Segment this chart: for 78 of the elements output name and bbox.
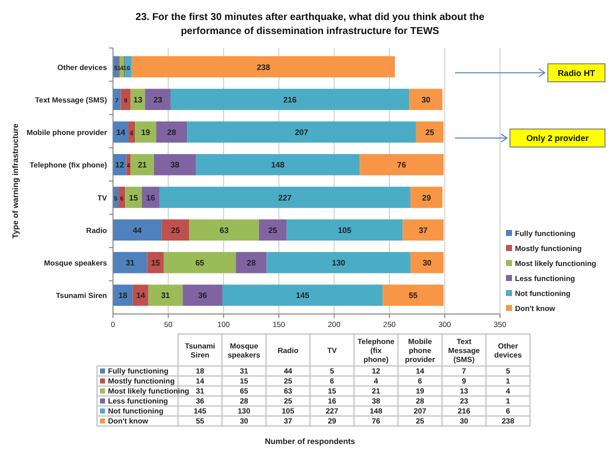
data-label: 15 xyxy=(151,258,161,268)
data-label: 14 xyxy=(116,128,126,138)
data-label: 105 xyxy=(338,226,352,235)
data-label: 38 xyxy=(170,160,180,170)
text: Radio HT xyxy=(558,68,596,78)
data-label: 30 xyxy=(421,95,431,104)
data-label: 31 xyxy=(126,258,136,268)
data-label: 55 xyxy=(408,291,418,300)
bar xyxy=(382,284,444,306)
data-label: 31 xyxy=(161,291,171,300)
data-label: 238 xyxy=(256,62,271,72)
bar xyxy=(125,56,132,78)
bar xyxy=(258,219,287,241)
data-label: 130 xyxy=(332,258,346,268)
bar xyxy=(409,88,442,110)
bar xyxy=(410,186,443,208)
bar xyxy=(162,219,190,241)
bar xyxy=(148,284,183,306)
data-label: 30 xyxy=(422,258,432,268)
bar xyxy=(416,121,444,143)
data-label: 16 xyxy=(146,193,156,202)
bar xyxy=(182,284,222,306)
bar xyxy=(154,154,196,176)
data-label: 76 xyxy=(397,160,407,170)
data-label: 25 xyxy=(171,226,180,235)
data-label: 15 xyxy=(129,193,138,202)
data-label: 25 xyxy=(268,226,278,235)
data-label: 227 xyxy=(278,193,292,202)
data-label: 44 xyxy=(132,226,142,235)
bar xyxy=(125,186,142,208)
data-label: 36 xyxy=(198,291,208,300)
bar xyxy=(410,252,444,274)
bar xyxy=(286,219,403,241)
bar xyxy=(170,88,410,110)
bar xyxy=(145,88,170,110)
data-label: 65 xyxy=(195,258,205,268)
text: Number of respondents xyxy=(264,437,356,446)
data-label: 37 xyxy=(418,226,428,235)
bar xyxy=(132,56,395,78)
bar xyxy=(222,284,383,306)
bar xyxy=(113,219,162,241)
data-label: 148 xyxy=(271,160,285,170)
data-label: 207 xyxy=(294,128,309,138)
bar xyxy=(360,154,444,176)
data-label: 28 xyxy=(246,258,256,268)
bar xyxy=(196,154,360,176)
bar xyxy=(236,252,267,274)
bar xyxy=(266,252,410,274)
bar xyxy=(159,186,410,208)
data-label: 25 xyxy=(425,128,435,138)
bar xyxy=(113,252,148,274)
bar xyxy=(142,186,160,208)
bar xyxy=(120,88,131,110)
bar xyxy=(130,154,154,176)
bar xyxy=(189,219,259,241)
y-axis-title: Type of warning infrastructure xyxy=(11,122,20,238)
data-label: 13 xyxy=(133,95,143,104)
data-label: 216 xyxy=(283,95,298,104)
bar xyxy=(118,186,126,208)
data-label: 29 xyxy=(422,193,432,202)
data-label: 14 xyxy=(136,291,146,300)
data-label: 19 xyxy=(141,128,151,138)
bar xyxy=(132,284,148,306)
bar xyxy=(156,121,188,143)
chart-title: 23. For the first 30 minutes after earthquake, what did you think about the performance of dissemination infrastructure for TEWS xyxy=(136,12,485,37)
data-label: 21 xyxy=(138,160,148,170)
data-label: 12 xyxy=(115,160,125,170)
bar xyxy=(135,121,156,143)
data-label: 18 xyxy=(118,291,128,300)
text: Only 2 provider xyxy=(526,133,590,144)
bar xyxy=(164,252,236,274)
data-label: 145 xyxy=(296,291,310,300)
data-label: 23 xyxy=(153,95,163,104)
bar xyxy=(187,121,416,143)
data-label: 63 xyxy=(220,226,230,235)
bar xyxy=(402,219,444,241)
bar xyxy=(113,284,133,306)
data-label: 28 xyxy=(167,128,177,138)
